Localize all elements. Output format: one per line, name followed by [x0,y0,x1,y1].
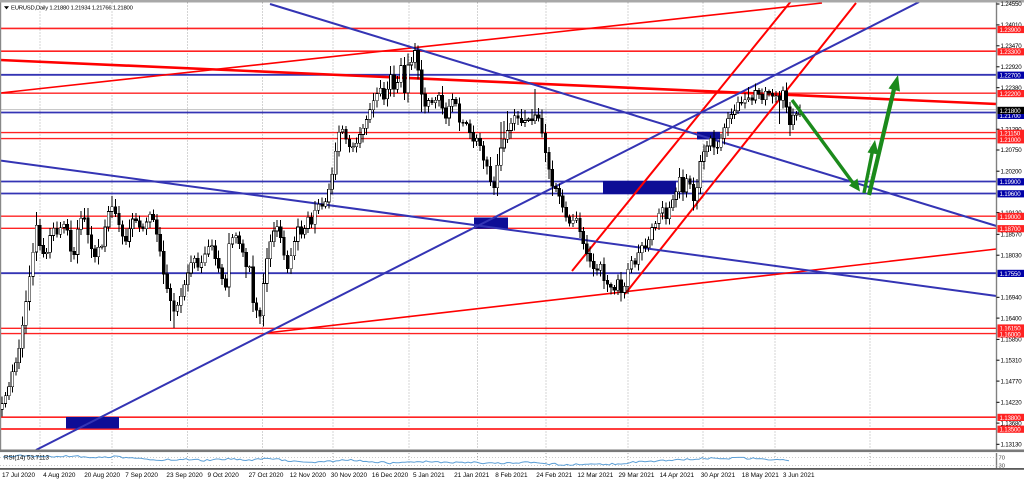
svg-text:1.22920: 1.22920 [1001,64,1023,71]
svg-text:1.23300: 1.23300 [1000,49,1022,56]
svg-text:1.16150: 1.16150 [1000,325,1022,332]
svg-text:20 Aug 2020: 20 Aug 2020 [84,472,120,479]
svg-text:1.23470: 1.23470 [1001,43,1023,50]
svg-text:24 Feb 2021: 24 Feb 2021 [536,472,572,479]
svg-text:1.21150: 1.21150 [1000,131,1021,138]
svg-text:1.13130: 1.13130 [1001,442,1023,449]
svg-text:30 Apr 2021: 30 Apr 2021 [701,472,736,479]
svg-text:1.13680: 1.13680 [1001,420,1023,427]
svg-text:21 Jan 2021: 21 Jan 2021 [454,472,490,479]
svg-text:1.16940: 1.16940 [1001,295,1023,302]
svg-text:1.19900: 1.19900 [1000,179,1022,186]
svg-text:1.20200: 1.20200 [1001,168,1023,175]
svg-text:9 Oct 2020: 9 Oct 2020 [208,472,240,479]
svg-text:23 Sep 2020: 23 Sep 2020 [166,472,203,479]
svg-text:1.22700: 1.22700 [1000,73,1022,80]
svg-text:29 Mar 2021: 29 Mar 2021 [619,472,655,479]
svg-text:14 Apr 2021: 14 Apr 2021 [660,472,695,479]
svg-text:1.19600: 1.19600 [1000,191,1022,198]
svg-text:1.22380: 1.22380 [1001,85,1023,92]
svg-text:EURUSD,Daily 1.21880 1.21934: EURUSD,Daily 1.21880 1.21934 1.21766 1.2… [11,6,134,12]
svg-text:16 Dec 2020: 16 Dec 2020 [372,472,409,479]
svg-text:1.24550: 1.24550 [1001,1,1023,8]
svg-text:12 Mar 2021: 12 Mar 2021 [577,472,613,479]
svg-text:1.14220: 1.14220 [1001,400,1023,407]
svg-text:1.21800: 1.21800 [1000,108,1022,115]
svg-text:5 Jan 2021: 5 Jan 2021 [413,472,445,479]
svg-text:1.16400: 1.16400 [1001,315,1023,322]
svg-text:1.15310: 1.15310 [1001,357,1023,364]
svg-text:1.18700: 1.18700 [1000,226,1022,233]
svg-text:18 May 2021: 18 May 2021 [742,472,779,479]
svg-text:1.20750: 1.20750 [1001,147,1023,154]
svg-text:1.18570: 1.18570 [1001,232,1023,239]
svg-text:1.19000: 1.19000 [1000,214,1022,221]
svg-text:30 Nov 2020: 30 Nov 2020 [331,472,368,479]
svg-text:1.21700: 1.21700 [1000,113,1022,120]
svg-text:1.17550: 1.17550 [1000,271,1022,278]
svg-text:7 Sep 2020: 7 Sep 2020 [125,472,158,479]
svg-text:1.22200: 1.22200 [1000,91,1022,98]
svg-text:RSI(14) 53.7113: RSI(14) 53.7113 [4,455,50,462]
svg-text:12 Nov 2020: 12 Nov 2020 [290,472,327,479]
svg-text:1.23900: 1.23900 [1000,27,1022,34]
svg-text:1.18030: 1.18030 [1001,252,1023,259]
svg-text:30: 30 [999,464,1005,470]
svg-text:70: 70 [999,456,1005,462]
svg-text:1.15850: 1.15850 [1001,337,1023,344]
svg-text:1.21000: 1.21000 [1000,137,1022,144]
svg-text:17 Jul 2020: 17 Jul 2020 [2,472,35,479]
svg-text:1.16000: 1.16000 [1000,331,1022,338]
svg-text:4 Aug 2020: 4 Aug 2020 [43,472,76,479]
svg-text:1.13500: 1.13500 [1000,427,1022,434]
svg-text:3 Jun 2021: 3 Jun 2021 [783,472,815,479]
svg-text:27 Oct 2020: 27 Oct 2020 [249,472,284,479]
svg-text:1.14770: 1.14770 [1001,378,1023,385]
svg-text:8 Feb 2021: 8 Feb 2021 [495,472,528,479]
svg-text:1.24010: 1.24010 [1001,22,1023,29]
svg-text:1.13800: 1.13800 [1000,415,1022,422]
